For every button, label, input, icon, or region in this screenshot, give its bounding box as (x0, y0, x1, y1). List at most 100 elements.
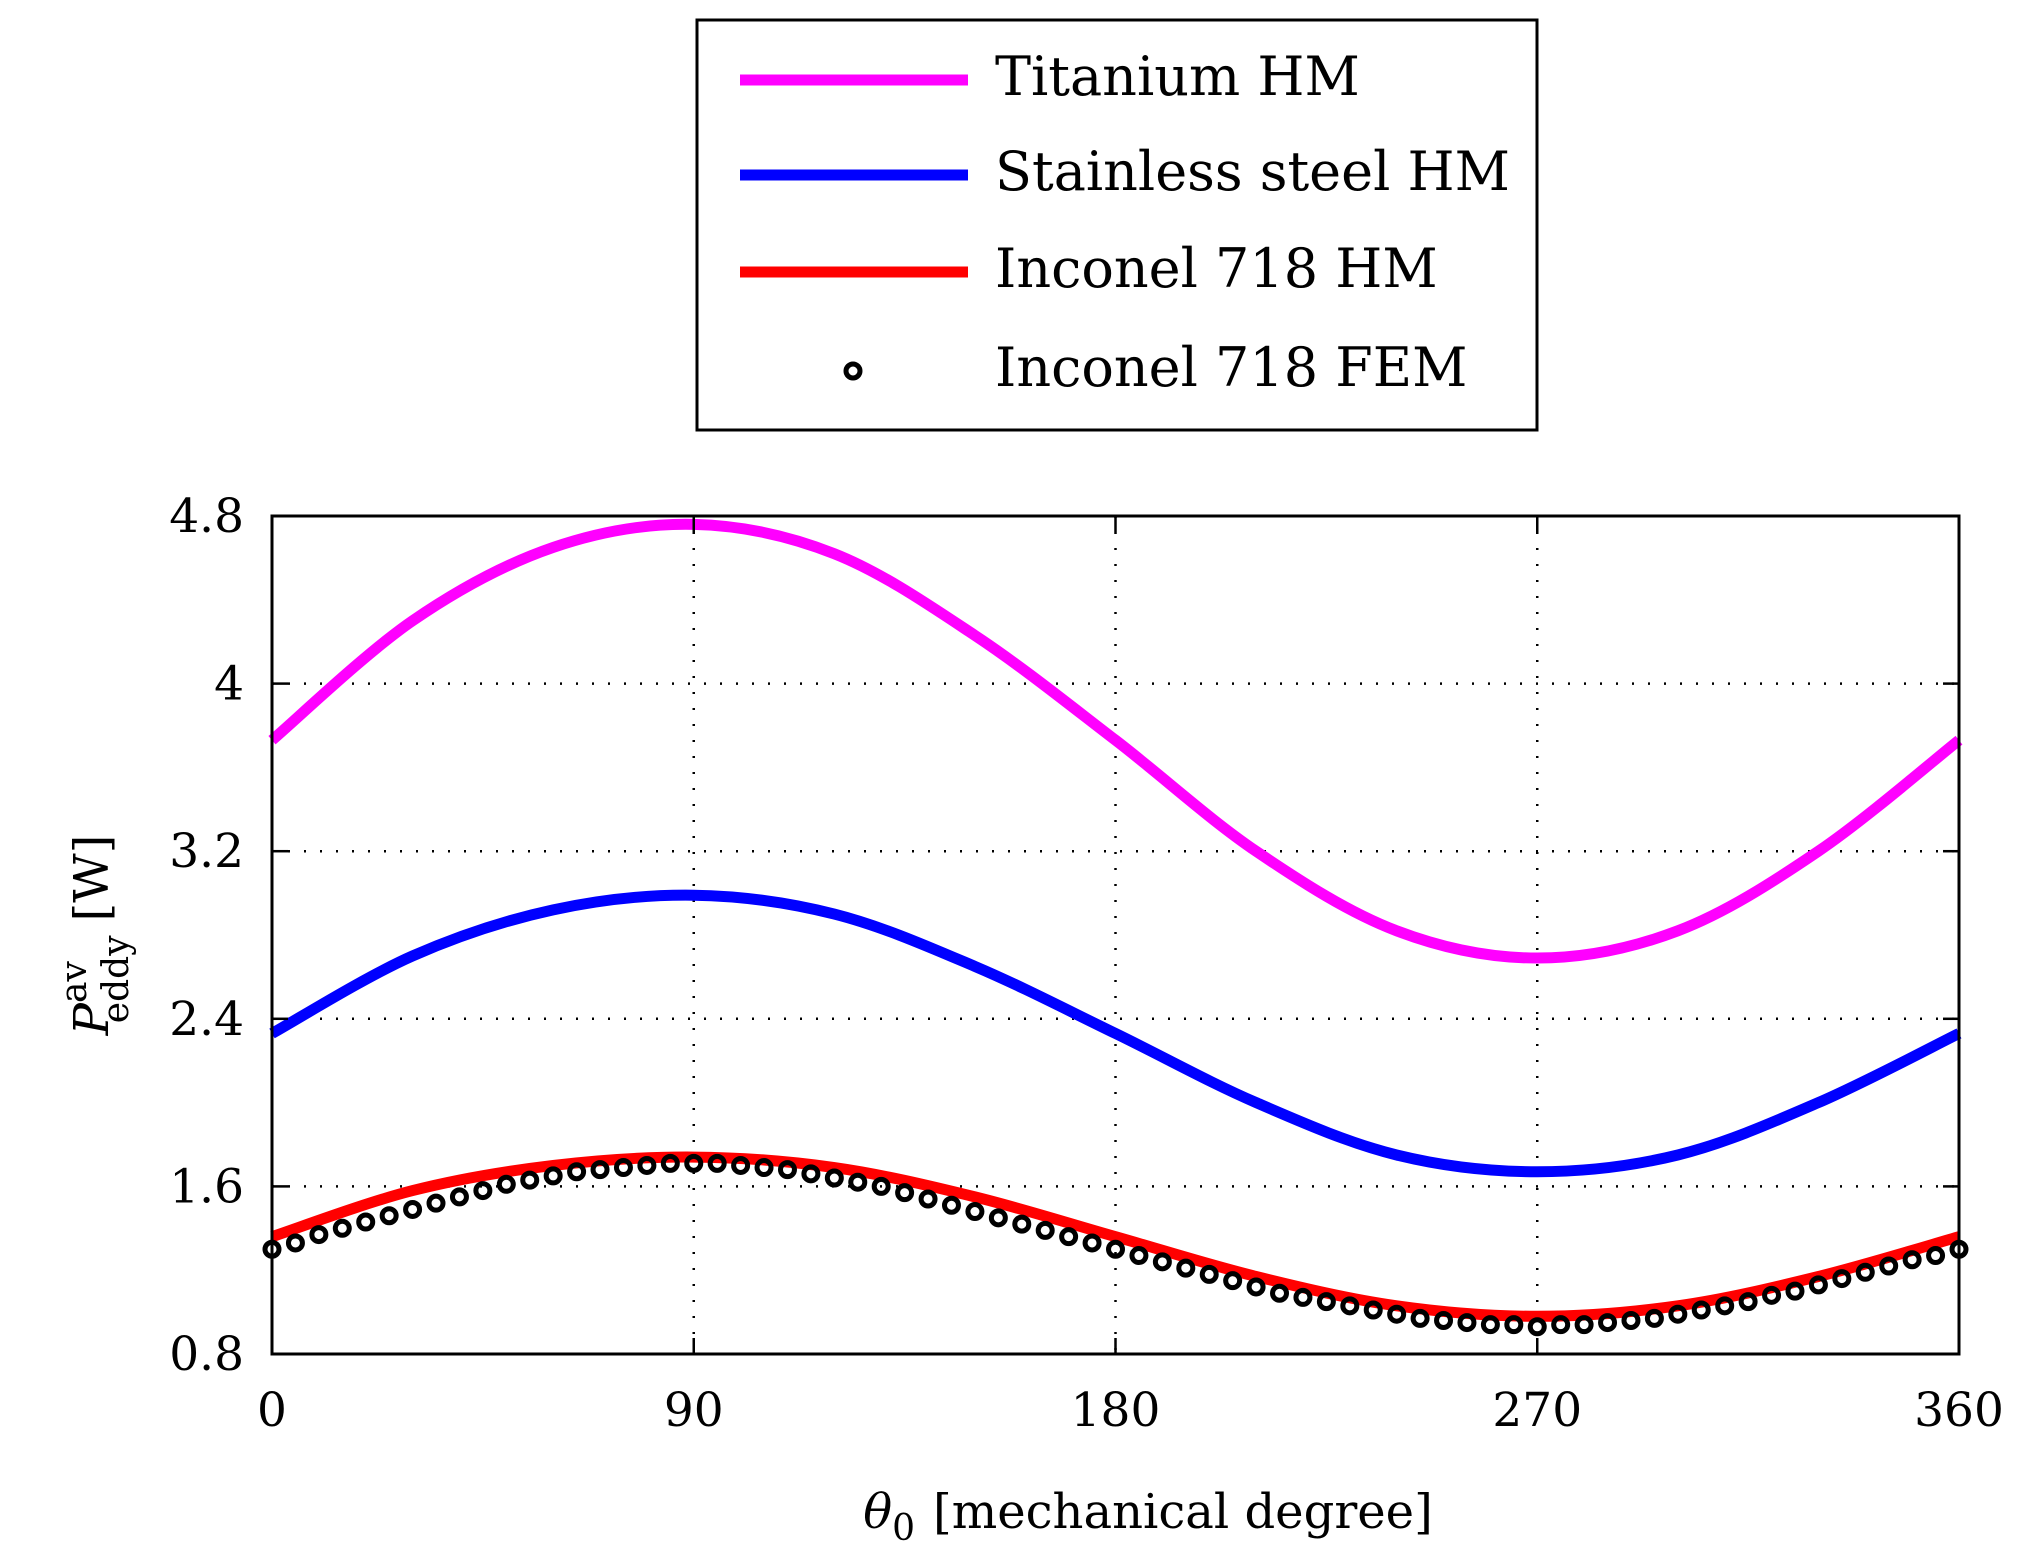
data-point-inconel-718-fem (1035, 1220, 1055, 1240)
data-point-inconel-718-fem (1082, 1233, 1102, 1253)
data-point-inconel-718-fem (1808, 1275, 1828, 1295)
series-line-stainless-steel-hm (269, 889, 1962, 1178)
data-point-inconel-718-fem (1246, 1277, 1266, 1297)
y-axis-superscript: av (54, 961, 95, 1003)
data-point-inconel-718-fem (941, 1195, 961, 1215)
data-point-inconel-718-fem (309, 1225, 329, 1245)
y-tick-label: 3.2 (169, 824, 244, 879)
y-tick-label: 4 (214, 657, 244, 712)
x-axis-unit: [mechanical degree] (933, 1484, 1433, 1540)
y-axis-symbol: P (64, 1002, 120, 1036)
data-point-inconel-718-fem (871, 1176, 891, 1196)
x-tick-label: 0 (257, 1383, 287, 1438)
ticks (270, 514, 1961, 1356)
data-point-inconel-718-fem (379, 1206, 399, 1226)
data-point-inconel-718-fem (613, 1158, 633, 1178)
data-point-inconel-718-fem (590, 1160, 610, 1180)
data-point-inconel-718-fem (1410, 1308, 1430, 1328)
data-point-inconel-718-fem (1785, 1281, 1805, 1301)
data-point-inconel-718-fem (684, 1153, 704, 1173)
data-point-inconel-718-fem (1738, 1292, 1758, 1312)
data-point-inconel-718-fem (1012, 1214, 1032, 1234)
data-point-inconel-718-fem (1316, 1292, 1336, 1312)
x-axis-symbol: θ (863, 1484, 892, 1540)
data-point-inconel-718-fem (824, 1168, 844, 1188)
data-point-inconel-718-fem (1223, 1271, 1243, 1291)
y-tick-label: 2.4 (169, 992, 244, 1047)
data-point-inconel-718-fem (543, 1166, 563, 1186)
plot-frame (270, 514, 1961, 1356)
legend-label-inconel-718-hm: Inconel 718 HM (995, 237, 1438, 300)
legend-frame (695, 18, 1539, 432)
data-point-inconel-718-fem (1480, 1315, 1500, 1335)
data-point-inconel-718-fem (1574, 1315, 1594, 1335)
y-axis-label: Paveddy [W] (54, 835, 137, 1037)
tick-labels: 0 90 180 270 360 0.8 1.6 2.4 3.2 4 4.8 (169, 489, 2004, 1438)
data-point-inconel-718-fem (1129, 1246, 1149, 1266)
data-point-inconel-718-fem (1504, 1315, 1524, 1335)
data-point-inconel-718-fem (1527, 1317, 1547, 1337)
data-point-inconel-718-fem (285, 1233, 305, 1253)
grid (272, 516, 1959, 1354)
data-point-inconel-718-fem (848, 1172, 868, 1192)
data-point-inconel-718-fem (1598, 1313, 1618, 1333)
data-point-inconel-718-fem (1926, 1246, 1946, 1266)
data-point-inconel-718-fem (1551, 1315, 1571, 1335)
data-point-inconel-718-fem (332, 1218, 352, 1238)
data-point-inconel-718-fem (1644, 1308, 1664, 1328)
data-point-inconel-718-fem (1199, 1264, 1219, 1284)
data-point-inconel-718-fem (1879, 1256, 1899, 1276)
data-point-inconel-718-fem (707, 1153, 727, 1173)
data-point-inconel-718-fem (1176, 1258, 1196, 1278)
data-point-inconel-718-fem (777, 1160, 797, 1180)
data-point-inconel-718-fem (895, 1183, 915, 1203)
data-point-inconel-718-fem (1387, 1304, 1407, 1324)
data-point-inconel-718-fem (1059, 1227, 1079, 1247)
x-axis-subscript: 0 (892, 1508, 915, 1549)
data-point-inconel-718-fem (1106, 1239, 1125, 1259)
data-point-inconel-718-fem (426, 1193, 446, 1213)
x-tick-label: 270 (1492, 1383, 1582, 1438)
legend-label-inconel-718-fem: Inconel 718 FEM (995, 336, 1467, 399)
x-tick-label: 90 (664, 1383, 724, 1438)
y-axis-subscript: eddy (96, 935, 137, 1023)
data-point-inconel-718-fem (660, 1153, 680, 1173)
data-point-inconel-718-fem (496, 1174, 516, 1194)
legend-label-titanium-hm: Titanium HM (995, 45, 1360, 108)
data-point-inconel-718-fem (1715, 1296, 1735, 1316)
data-point-inconel-718-fem (1691, 1300, 1711, 1320)
y-tick-label: 1.6 (169, 1159, 244, 1214)
data-point-inconel-718-fem (1270, 1283, 1290, 1303)
legend: Titanium HM Stainless steel HM Inconel 7… (695, 18, 1539, 432)
data-point-inconel-718-fem (1902, 1250, 1922, 1270)
data-point-inconel-718-fem (1832, 1269, 1852, 1289)
series-line-titanium-hm (268, 518, 1963, 964)
data-point-inconel-718-fem (988, 1208, 1008, 1228)
data-point-inconel-718-fem (356, 1212, 376, 1232)
data-point-inconel-718-fem (1855, 1262, 1875, 1282)
data-point-inconel-718-fem (918, 1189, 938, 1209)
legend-label-stainless-steel-hm: Stainless steel HM (995, 140, 1510, 203)
data-point-inconel-718-fem (567, 1162, 587, 1182)
data-point-inconel-718-fem (801, 1164, 821, 1184)
y-axis-unit: [W] (64, 835, 120, 922)
data-point-inconel-718-fem (754, 1158, 774, 1178)
data-point-inconel-718-fem (520, 1170, 540, 1190)
data-point-inconel-718-fem (965, 1202, 985, 1222)
y-tick-label: 0.8 (169, 1327, 244, 1382)
data-point-inconel-718-fem (1457, 1313, 1477, 1333)
data-point-inconel-718-fem (449, 1187, 469, 1207)
data-point-inconel-718-fem (731, 1155, 751, 1175)
data-point-inconel-718-fem (1293, 1287, 1313, 1307)
data-point-inconel-718-fem (1434, 1310, 1454, 1330)
data-point-inconel-718-fem (1762, 1285, 1782, 1305)
data-point-inconel-718-fem (1152, 1252, 1172, 1272)
data-point-inconel-718-fem (1621, 1310, 1641, 1330)
data-point-inconel-718-fem (1668, 1304, 1688, 1324)
legend-marker-inconel-718-fem (843, 361, 863, 381)
data-point-inconel-718-fem (1363, 1300, 1383, 1320)
x-axis-label: θ0 [mechanical degree] (863, 1484, 1433, 1549)
x-tick-label: 360 (1914, 1383, 2004, 1438)
data-point-inconel-718-fem (473, 1181, 493, 1201)
